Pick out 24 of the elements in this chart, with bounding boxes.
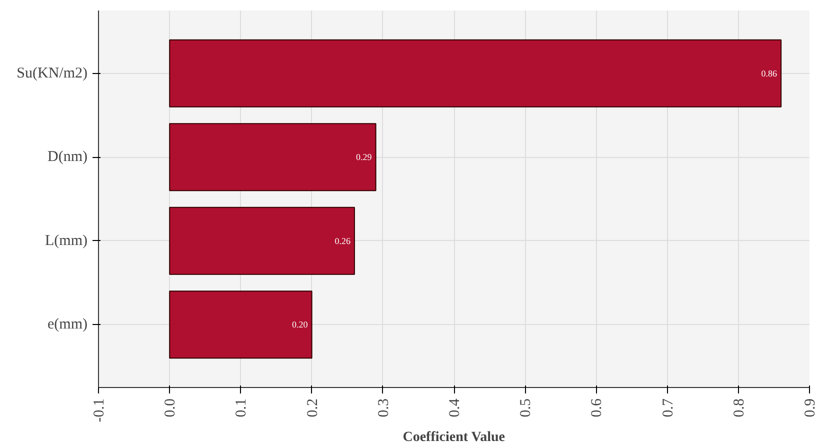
bar: [169, 290, 312, 359]
text: 0.3: [376, 398, 392, 418]
text: 0.2: [304, 398, 321, 418]
text: 0.4: [447, 398, 463, 418]
text: 0.7: [660, 398, 676, 418]
y-tick-label: e(mm): [48, 316, 88, 333]
bar: [169, 206, 355, 275]
y-tick-label: D(nm): [48, 149, 88, 166]
text: -0.1: [92, 398, 108, 422]
text: 0.6: [589, 398, 606, 418]
data-label: 0.20: [292, 320, 308, 330]
text: 0.9: [802, 398, 818, 418]
bar: [169, 123, 376, 192]
text: 0.8: [731, 398, 748, 418]
text: 0.1: [234, 398, 250, 418]
x-axis-title: Coefficient Value: [402, 430, 506, 446]
text: 0.5: [518, 398, 534, 418]
data-label: 0.29: [356, 152, 372, 162]
data-label: 0.86: [761, 68, 778, 78]
data-label: 0.26: [334, 236, 351, 246]
y-tick-label: Su(KN/m2): [16, 65, 88, 82]
bar: [169, 39, 782, 108]
text: 0.0: [162, 398, 179, 418]
y-tick-label: L(mm): [45, 232, 88, 249]
